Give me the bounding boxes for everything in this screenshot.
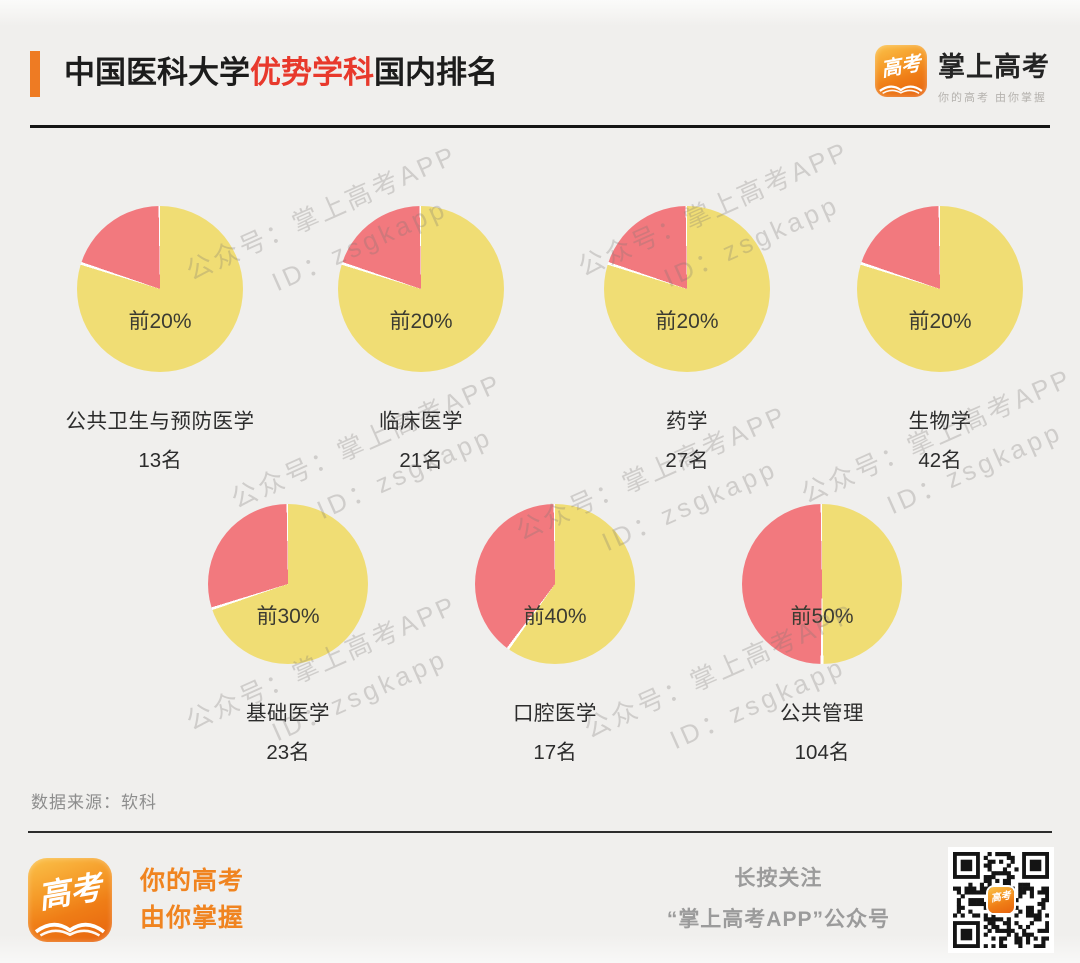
pie-cell-6: 前40% 口腔医学 17名 xyxy=(435,504,675,765)
brand-text: 掌上高考 你的高考 由你掌握 xyxy=(938,45,1050,105)
pie-4: 前20% xyxy=(857,206,1023,372)
pie-7: 前50% xyxy=(742,504,902,664)
pie-rank-label: 21名 xyxy=(399,449,443,472)
slogan-line1: 你的高考 xyxy=(140,866,245,895)
pie-cell-7: 前50% 公共管理 104名 xyxy=(702,504,942,765)
slogan-line2: 由你掌握 xyxy=(140,904,245,932)
header: 中国医科大学优势学科国内排名 高考 掌上高考 你的高考 由你掌握 xyxy=(0,0,1080,105)
pie-cell-2: 前20% 临床医学 21名 xyxy=(301,206,541,473)
pie-1: 前20% xyxy=(77,206,243,372)
brand-tagline: 你的高考 由你掌握 xyxy=(938,92,1048,104)
pie-tier-label: 前50% xyxy=(790,605,854,628)
pie-chart-grid: 前20% 公共卫生与预防医学 13名 前20% 临床医学 21名 前20% 药学 27名 前20%… xyxy=(0,128,1080,772)
pie-cell-5: 前30% 基础医学 23名 xyxy=(168,504,408,765)
pie-3: 前20% xyxy=(604,206,770,372)
gaokao-icon-glyph: 高考 xyxy=(879,50,923,82)
book-icon xyxy=(879,85,923,94)
title-accent-bar xyxy=(30,51,40,97)
pie-subject-label: 生物学 xyxy=(908,410,972,433)
pie-subject-label: 临床医学 xyxy=(379,410,463,433)
header-divider xyxy=(30,125,1050,128)
pie-tier-label: 前20% xyxy=(389,310,453,333)
pie-subject-label: 公共管理 xyxy=(780,702,864,725)
pie-rank-label: 104名 xyxy=(794,741,850,764)
pie-rank-label: 17名 xyxy=(533,741,577,764)
pie-subject-label: 口腔医学 xyxy=(513,702,597,725)
follow-line2: “掌上高考APP”公众号 xyxy=(666,908,890,931)
gaokao-icon-glyph: 高考 xyxy=(35,867,105,917)
qr-code: 高考 xyxy=(948,847,1054,953)
follow-hint: 长按关注 “掌上高考APP”公众号 xyxy=(667,859,890,941)
pie-cell-1: 前20% 公共卫生与预防医学 13名 xyxy=(40,206,280,473)
brand-slogan: 你的高考 由你掌握 xyxy=(140,863,244,938)
follow-line1: 长按关注 xyxy=(734,867,823,891)
pie-cell-4: 前20% 生物学 42名 xyxy=(820,206,1060,473)
gaokao-app-icon: 高考 xyxy=(875,45,927,97)
pie-rank-label: 42名 xyxy=(918,449,962,472)
brand-logo: 高考 掌上高考 你的高考 由你掌握 xyxy=(875,45,1050,105)
pie-6: 前40% xyxy=(475,504,635,664)
pie-rank-label: 13名 xyxy=(138,449,182,472)
title-prefix: 中国医科大学 xyxy=(64,55,250,90)
pie-tier-label: 前20% xyxy=(128,310,192,333)
qr-center-logo: 高考 xyxy=(988,887,1014,913)
pie-subject-label: 公共卫生与预防医学 xyxy=(65,410,255,433)
book-icon xyxy=(34,923,106,937)
pie-rank-label: 27名 xyxy=(665,449,709,472)
pie-tier-label: 前30% xyxy=(256,605,320,628)
gaokao-app-icon: 高考 xyxy=(28,858,112,942)
footer-divider xyxy=(28,831,1052,833)
gaokao-icon-glyph: 高考 xyxy=(990,890,1012,905)
page-title: 中国医科大学优势学科国内排名 xyxy=(64,51,498,94)
pie-cell-3: 前20% 药学 27名 xyxy=(567,206,807,473)
pie-tier-label: 前40% xyxy=(523,605,587,628)
pie-tier-label: 前20% xyxy=(908,310,972,333)
title-suffix: 国内排名 xyxy=(374,55,498,90)
data-source-label: 数据来源：软科 xyxy=(31,793,157,812)
title-highlight: 优势学科 xyxy=(250,55,374,90)
pie-5: 前30% xyxy=(208,504,368,664)
footer: 高考 你的高考 由你掌握 长按关注 “掌上高考APP”公众号 高考 xyxy=(0,833,1080,953)
pie-tier-label: 前20% xyxy=(655,310,719,333)
pie-subject-label: 基础医学 xyxy=(246,702,330,725)
brand-name: 掌上高考 xyxy=(938,52,1050,82)
pie-2: 前20% xyxy=(338,206,504,372)
pie-rank-label: 23名 xyxy=(266,741,310,764)
pie-subject-label: 药学 xyxy=(666,410,708,433)
